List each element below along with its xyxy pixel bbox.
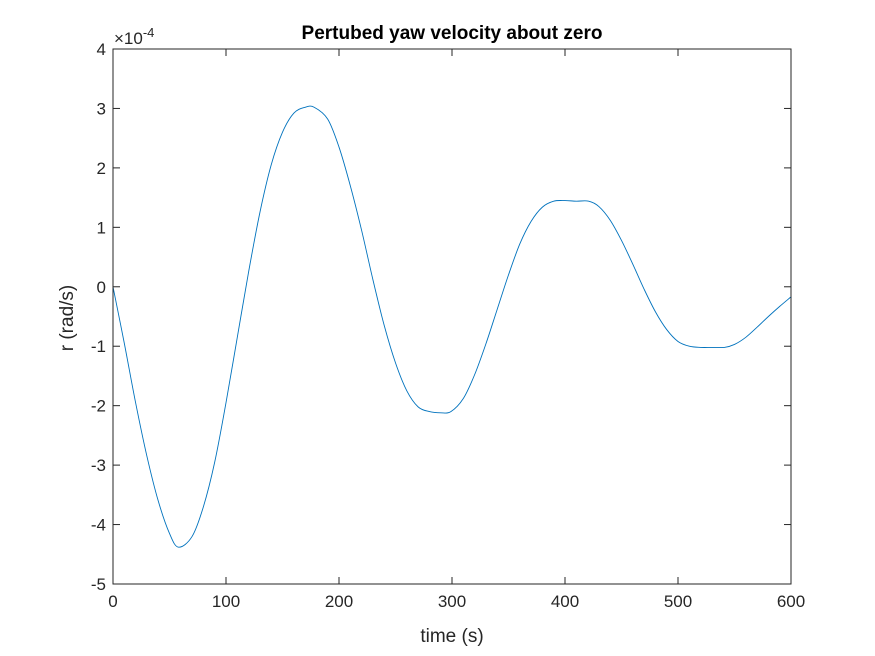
y-tick-label: -3 — [91, 456, 106, 475]
x-tick-labels: 0 100 200 300 400 500 600 — [108, 592, 805, 611]
line-layer — [112, 105, 792, 548]
x-tick-label: 0 — [108, 592, 117, 611]
x-tick-label: 100 — [212, 592, 240, 611]
y-tick-label: 3 — [97, 99, 106, 118]
y-tick-label: -1 — [91, 337, 106, 356]
y-tick-label: -5 — [91, 575, 106, 594]
y-tick-labels: -5 -4 -3 -2 -1 0 1 2 3 4 — [91, 40, 106, 594]
y-tick-label: -2 — [91, 397, 106, 416]
y-exponent-power: -4 — [143, 25, 155, 40]
y-exponent-label: ×10-4 — [114, 25, 154, 48]
x-tick-label: 500 — [664, 592, 692, 611]
chart-title: Pertubed yaw velocity about zero — [302, 23, 603, 44]
x-tick-label: 200 — [325, 592, 353, 611]
x-tick-label: 300 — [438, 592, 466, 611]
x-tick-label: 600 — [777, 592, 805, 611]
x-axis-label: time (s) — [420, 626, 483, 647]
y-tick-label: -4 — [91, 516, 106, 535]
series-line — [112, 105, 792, 548]
y-tick-label: 0 — [97, 278, 106, 297]
y-exponent-base: ×10 — [114, 29, 143, 48]
x-tick-label: 400 — [551, 592, 579, 611]
axes-box — [112, 48, 792, 585]
y-tick-label: 1 — [97, 218, 106, 237]
y-tick-label: 2 — [97, 159, 106, 178]
y-tick-label: 4 — [97, 40, 106, 59]
plot-area-background — [113, 49, 791, 584]
y-axis-label: r (rad/s) — [57, 285, 78, 352]
